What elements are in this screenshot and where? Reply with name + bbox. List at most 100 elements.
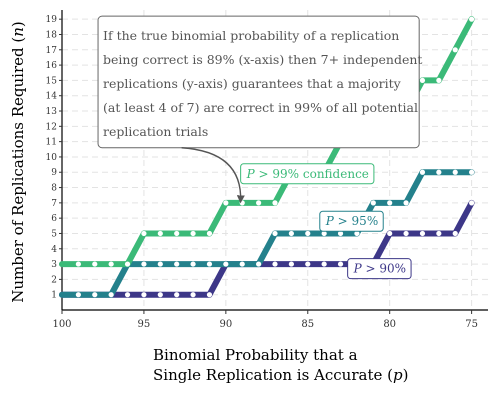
annotation-line: replications (y-axis) guarantees that a … <box>103 76 402 91</box>
series-label-box <box>240 163 375 185</box>
data-point-s95 <box>108 292 114 298</box>
data-point-s95 <box>419 169 426 175</box>
series-label-s95: P > 95% <box>319 210 384 232</box>
y-tick-label: 5 <box>51 229 57 239</box>
x-tick-label: 95 <box>138 319 151 330</box>
y-tick-label: 13 <box>46 107 58 117</box>
data-point-s90 <box>174 292 180 298</box>
data-point-s99 <box>124 261 131 267</box>
y-tick-label: 16 <box>46 61 58 71</box>
series-label-text: P > 95% <box>325 214 378 228</box>
data-point-s90 <box>337 261 344 267</box>
series-label-box <box>347 258 412 280</box>
y-tick-label: 9 <box>51 168 57 178</box>
y-tick-label: 7 <box>51 199 57 209</box>
data-point-s99 <box>206 230 213 237</box>
y-tick-label: 17 <box>46 46 58 56</box>
data-point-s99 <box>452 47 458 53</box>
data-point-s95 <box>141 261 147 267</box>
data-point-s90 <box>387 230 393 237</box>
data-point-s99 <box>108 261 114 267</box>
data-point-s99 <box>75 261 81 267</box>
data-point-s99 <box>157 230 163 237</box>
x-tick-label: 100 <box>52 319 71 330</box>
annotation-layer: If the true binomial probability of a re… <box>97 15 422 204</box>
data-point-s95 <box>436 169 442 175</box>
series-label-s90: P > 90% <box>347 258 412 280</box>
data-point-s90 <box>288 261 294 267</box>
y-tick-label: 18 <box>46 30 58 40</box>
y-axis-title-group: Number of Replications Required (n) <box>9 21 27 303</box>
data-point-s95 <box>305 230 311 237</box>
data-point-s95 <box>370 200 376 206</box>
y-axis-title: Number of Replications Required (n) <box>9 21 27 303</box>
annotation-box <box>97 15 420 149</box>
data-point-s95 <box>190 261 196 267</box>
y-tick-label: 10 <box>46 153 58 163</box>
data-point-s95 <box>354 230 360 237</box>
data-point-s90 <box>452 230 458 237</box>
data-point-s90 <box>305 261 311 267</box>
data-point-s99 <box>141 230 147 237</box>
y-tick-label: 19 <box>46 15 58 25</box>
data-point-s99 <box>272 200 278 206</box>
data-point-s90 <box>206 292 213 298</box>
annotation-line: If the true binomial probability of a re… <box>103 28 399 43</box>
data-point-s90 <box>403 230 409 237</box>
series-label-text: P > 99% confidence <box>246 167 369 181</box>
data-point-s90 <box>124 292 131 298</box>
data-point-s95 <box>157 261 163 267</box>
data-point-s90 <box>436 230 442 237</box>
y-tick-label: 12 <box>46 122 57 132</box>
y-tick-label: 4 <box>51 245 57 255</box>
y-tick-label: 2 <box>51 275 57 285</box>
data-point-s99 <box>223 200 229 206</box>
x-tick-label: 85 <box>301 319 314 330</box>
data-point-s99 <box>92 261 98 267</box>
data-point-s95 <box>403 200 409 206</box>
data-point-s99 <box>256 200 262 206</box>
data-point-s90 <box>141 292 147 298</box>
data-point-s95 <box>174 261 180 267</box>
data-point-s95 <box>288 230 294 237</box>
y-tick-label: 14 <box>46 92 58 102</box>
series-line-s90 <box>59 199 475 298</box>
data-point-s90 <box>272 261 278 267</box>
annotation-line: (at least 4 of 7) are correct in 99% of … <box>103 100 418 115</box>
annotation-line: being correct is 89% (x-axis) then 7+ in… <box>103 52 422 67</box>
data-point-s95 <box>75 292 81 298</box>
data-point-s95 <box>337 230 344 237</box>
series-label-layer: P > 99% confidence P > 95% P > 90% <box>240 163 412 280</box>
data-point-s95 <box>387 200 393 206</box>
y-tick-label: 8 <box>51 184 57 194</box>
data-point-s90 <box>469 200 475 206</box>
annotation-line: replication trials <box>103 124 208 139</box>
data-point-s95 <box>92 292 98 298</box>
y-tick-label: 1 <box>51 291 57 301</box>
x-tick-label: 90 <box>219 319 232 330</box>
data-point-s90 <box>157 292 163 298</box>
data-point-s95 <box>272 230 278 237</box>
y-tick-label: 11 <box>46 138 57 148</box>
axis-title-layer: Binomial Probability that a Single Replic… <box>9 21 408 384</box>
data-point-s99 <box>174 230 180 237</box>
annotation-arrow <box>181 147 245 204</box>
data-point-s95 <box>223 261 229 267</box>
data-point-s95 <box>452 169 458 175</box>
series-label-text: P > 90% <box>353 262 406 276</box>
data-point-s95 <box>239 261 245 267</box>
y-tick-label: 6 <box>51 214 57 224</box>
y-tick-label: 3 <box>51 260 57 270</box>
data-point-s95 <box>321 230 327 237</box>
x-axis-title-line1: Binomial Probability that a <box>153 346 358 364</box>
series-label-s99: P > 99% confidence <box>240 163 375 185</box>
data-point-s99 <box>190 230 196 237</box>
data-point-s90 <box>419 230 426 237</box>
data-point-s95 <box>256 261 262 267</box>
data-point-s99 <box>469 16 475 22</box>
data-point-s99 <box>436 77 442 84</box>
x-tick-label: 75 <box>465 319 478 330</box>
data-point-s95 <box>469 169 475 175</box>
